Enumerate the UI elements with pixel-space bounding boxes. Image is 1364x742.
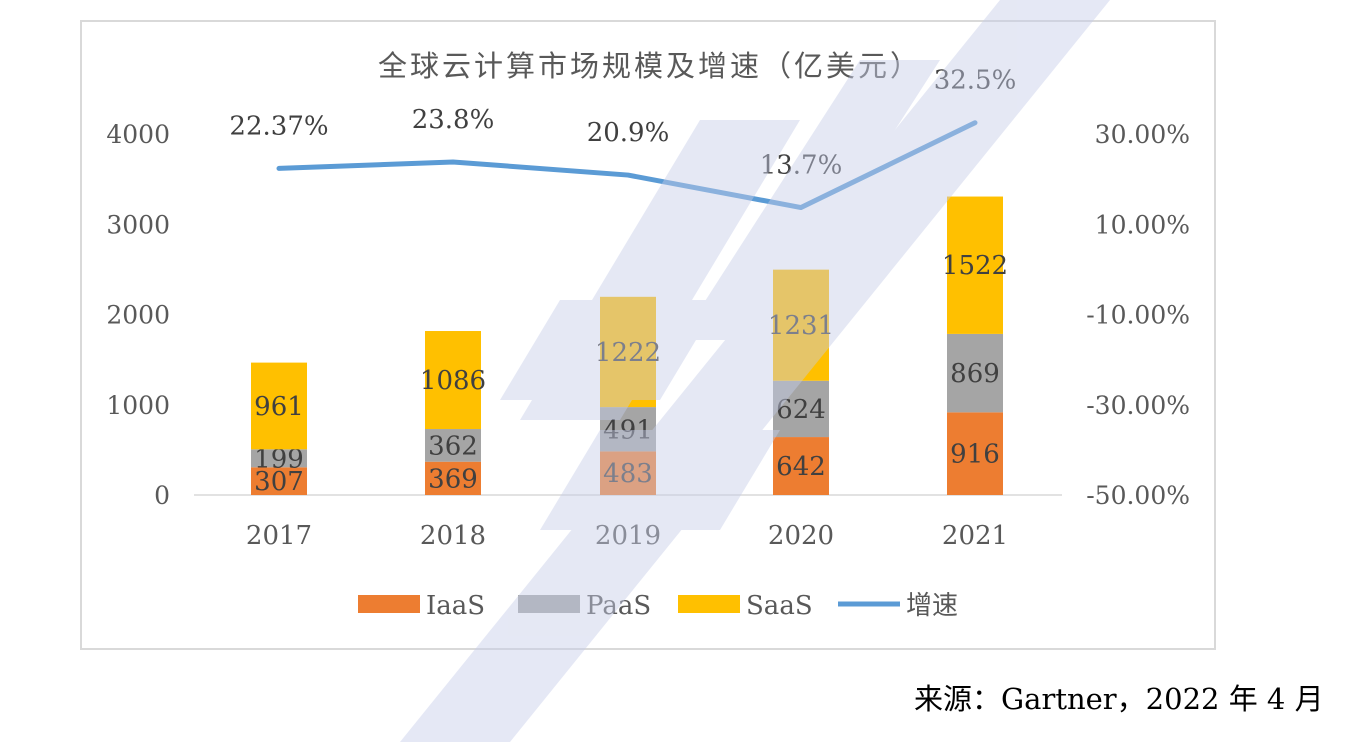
bar-segment-paas bbox=[947, 333, 1003, 413]
legend-label: 增速 bbox=[906, 591, 958, 621]
bar-data-label: 1522 bbox=[942, 251, 1008, 281]
chart-svg: 全球云计算市场规模及增速（亿美元） 0 1000 2000 3000 4000 -50.00… bbox=[106, 49, 1190, 621]
x-tick-label: 2018 bbox=[420, 521, 486, 551]
bar-segment-paas bbox=[251, 449, 307, 468]
growth-data-label: 23.8% bbox=[412, 105, 495, 135]
legend-swatch-saas bbox=[678, 595, 740, 613]
growth-data-label: 13.7% bbox=[760, 151, 843, 181]
bar-segment-iaas bbox=[251, 467, 307, 495]
y-right-tick-label: -50.00% bbox=[1086, 481, 1190, 510]
x-tick-label: 2017 bbox=[246, 521, 312, 551]
bar-data-label: 916 bbox=[950, 440, 1000, 470]
bar-data-label: 362 bbox=[428, 431, 478, 461]
bar-data-label: 869 bbox=[950, 359, 1000, 389]
y-left-tick-label: 3000 bbox=[106, 210, 170, 239]
bar-data-label: 1086 bbox=[420, 366, 486, 396]
chart-title: 全球云计算市场规模及增速（亿美元） bbox=[378, 49, 922, 83]
bar-data-label: 624 bbox=[776, 395, 826, 425]
bar-segment-iaas bbox=[425, 461, 481, 495]
bar-data-label: 1222 bbox=[595, 338, 661, 368]
bar-data-label: 307 bbox=[254, 467, 304, 497]
bar-segment-paas bbox=[425, 429, 481, 462]
bar-data-label: 491 bbox=[603, 415, 653, 445]
y-right-tick-label: 30.00% bbox=[1095, 120, 1190, 149]
chart-frame: 全球云计算市场规模及增速（亿美元） 0 1000 2000 3000 4000 -50.00… bbox=[80, 20, 1216, 650]
y-right-tick-label: -10.00% bbox=[1086, 301, 1190, 330]
x-tick-label: 2021 bbox=[942, 521, 1008, 551]
bar-segment-paas bbox=[600, 407, 656, 452]
bar-data-label: 483 bbox=[603, 459, 653, 489]
y-right-tick-label: 10.00% bbox=[1095, 210, 1190, 239]
bar-segment-iaas bbox=[947, 412, 1003, 495]
growth-data-label: 32.5% bbox=[934, 66, 1017, 96]
source-note: 来源：Gartner，2022 年 4 月 bbox=[914, 682, 1324, 716]
y-left-tick-label: 2000 bbox=[106, 301, 170, 330]
legend-label: IaaS bbox=[426, 591, 485, 621]
legend-label: SaaS bbox=[746, 591, 813, 621]
y-left-tick-label: 1000 bbox=[106, 391, 170, 420]
bar-segment-saas bbox=[425, 331, 481, 430]
bar-data-label: 961 bbox=[254, 392, 304, 422]
legend-swatch-paas bbox=[518, 595, 580, 613]
bar-data-label: 642 bbox=[776, 452, 826, 482]
bar-segment-saas bbox=[947, 196, 1003, 334]
bar-segment-saas bbox=[251, 362, 307, 450]
y-left-tick-label: 0 bbox=[154, 481, 170, 510]
legend-swatch-iaas bbox=[358, 595, 420, 613]
bar-data-label: 1231 bbox=[768, 311, 834, 341]
bar-data-label: 369 bbox=[428, 464, 478, 494]
y-left-tick-label: 4000 bbox=[106, 120, 170, 149]
bar-segment-saas bbox=[773, 269, 829, 381]
bar-segment-iaas bbox=[600, 451, 656, 495]
legend-label: PaaS bbox=[586, 591, 651, 621]
growth-line bbox=[276, 120, 978, 211]
x-tick-label: 2020 bbox=[768, 521, 834, 551]
bar-segment-iaas bbox=[773, 437, 829, 495]
y-right-tick-label: -30.00% bbox=[1086, 391, 1190, 420]
growth-data-label: 22.37% bbox=[229, 111, 328, 141]
bar-segment-saas bbox=[600, 296, 656, 408]
x-tick-label: 2019 bbox=[595, 521, 661, 551]
bar-segment-paas bbox=[773, 380, 829, 438]
growth-data-label: 20.9% bbox=[587, 118, 670, 148]
